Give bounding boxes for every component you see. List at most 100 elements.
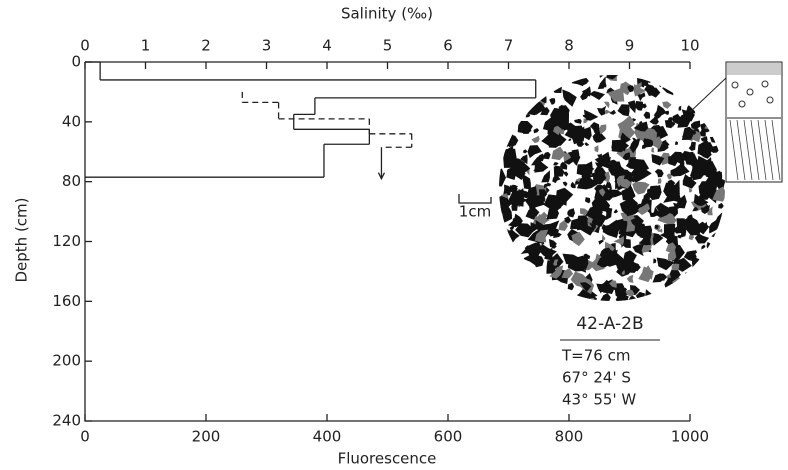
blotch	[656, 257, 675, 271]
blotch	[520, 242, 539, 257]
blotch	[549, 239, 557, 247]
blotch	[605, 207, 613, 221]
top-tick-label: 6	[443, 37, 453, 55]
blotch	[592, 169, 607, 184]
blotch	[521, 173, 531, 190]
blotch	[632, 243, 645, 257]
blotch	[626, 201, 639, 217]
blotch	[639, 231, 650, 240]
blotch	[687, 176, 693, 182]
blotch	[546, 208, 559, 220]
blotch	[567, 282, 575, 291]
x-tick-label: 1000	[671, 428, 709, 446]
x-tick-label: 800	[555, 428, 584, 446]
blotch	[701, 221, 708, 230]
blotch	[563, 152, 572, 162]
blotch	[688, 187, 693, 193]
blotch	[579, 282, 592, 293]
blotch	[657, 82, 665, 88]
blotch	[664, 142, 670, 148]
blotch	[671, 121, 676, 128]
blotch	[534, 229, 549, 243]
blotch	[692, 256, 704, 269]
blotch	[649, 118, 659, 125]
blotch	[664, 119, 674, 129]
blotch	[633, 84, 646, 97]
blotch	[606, 75, 620, 80]
blotch	[699, 129, 706, 137]
blotch	[531, 156, 542, 166]
blotch	[576, 164, 595, 177]
blotch	[599, 75, 604, 78]
blotch	[515, 223, 535, 238]
blotch	[545, 250, 553, 259]
blotch	[543, 194, 564, 211]
blotch	[627, 85, 635, 93]
blotch	[701, 244, 706, 250]
blotch	[591, 193, 605, 212]
blotch	[621, 186, 636, 201]
blotch	[508, 213, 523, 228]
blotch	[531, 135, 540, 144]
blotch	[563, 171, 569, 177]
blotch	[509, 224, 514, 230]
blotch	[620, 132, 631, 145]
blotch	[577, 119, 582, 124]
blotch	[553, 162, 559, 166]
blotch	[632, 181, 648, 195]
blotch	[704, 162, 711, 169]
blotch	[580, 208, 589, 216]
blotch	[511, 184, 519, 189]
blotch	[630, 165, 652, 183]
blotch	[681, 109, 695, 122]
blotch	[616, 293, 629, 301]
blotch	[523, 149, 528, 154]
blotch	[599, 247, 613, 259]
y-tick-label: 200	[52, 352, 81, 370]
blotch	[663, 223, 676, 244]
blotch	[692, 250, 697, 254]
blotch	[694, 233, 710, 244]
blotch	[695, 130, 699, 135]
blotch	[503, 148, 517, 168]
blotch	[508, 134, 519, 148]
blotch	[551, 79, 563, 93]
blotch	[562, 181, 568, 187]
top-tick-label: 4	[322, 37, 332, 55]
blotch	[542, 117, 556, 131]
blotch	[530, 222, 539, 234]
blotch	[548, 139, 563, 148]
blotch	[527, 186, 538, 200]
inset-connector	[689, 77, 727, 113]
blotch	[635, 291, 646, 301]
blotch	[619, 198, 630, 217]
blotch	[625, 157, 637, 170]
blotch	[587, 216, 593, 223]
blotch	[591, 173, 599, 178]
blotch	[603, 101, 610, 109]
blotch	[688, 141, 696, 151]
blotch	[503, 184, 512, 197]
scale-bar-label: 1cm	[459, 203, 491, 221]
blotch	[525, 113, 531, 118]
blotch	[553, 231, 562, 239]
blotch	[715, 171, 723, 182]
blotch	[650, 87, 661, 98]
blotch	[644, 126, 657, 144]
blotch	[506, 169, 512, 174]
core-photo	[499, 75, 725, 301]
blotch	[667, 179, 676, 187]
blotch	[598, 279, 618, 294]
scale-bar	[458, 194, 492, 204]
blotch	[667, 250, 677, 261]
blotch	[626, 274, 634, 283]
blotch	[584, 109, 599, 121]
blotch	[692, 206, 699, 212]
blotch	[517, 120, 533, 134]
blotch	[620, 239, 631, 248]
blotch	[552, 175, 561, 184]
blotch	[611, 142, 622, 152]
blotch	[576, 140, 585, 147]
blotch	[684, 151, 695, 169]
blotch	[643, 138, 655, 148]
